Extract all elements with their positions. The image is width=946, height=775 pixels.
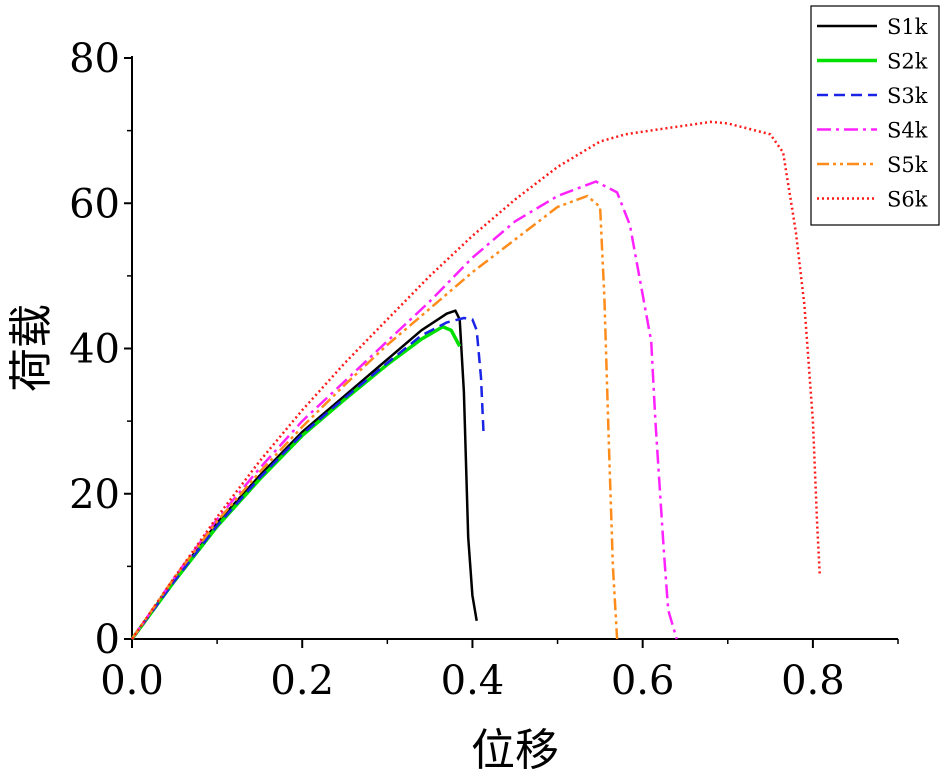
legend-label-s3k: S3k [887, 84, 928, 108]
y-tick-label: 40 [69, 327, 120, 373]
legend-label-s6k: S6k [887, 188, 928, 212]
series-line-s1k [130, 309, 478, 640]
y-tick-label: 80 [69, 36, 120, 82]
y-axis-title: 荷载 [6, 304, 57, 392]
series-line-s2k [130, 324, 462, 641]
series-layer [130, 120, 821, 641]
x-tick-label: 0.4 [441, 658, 505, 704]
axes: 0 20 40 60 80 0.0 0.2 0.4 0.6 0.8 [69, 36, 899, 704]
y-tick-label: 60 [69, 181, 120, 227]
legend-label-s4k: S4k [887, 119, 928, 143]
x-tick-label: 0.2 [270, 658, 334, 704]
x-tick-label: 0.0 [100, 658, 164, 704]
x-tick-label: 0.8 [781, 658, 845, 704]
legend-label-s2k: S2k [887, 50, 928, 74]
x-tick-label: 0.6 [611, 658, 675, 704]
legend-label-s1k: S1k [887, 15, 928, 39]
series-line-s6k [130, 120, 821, 640]
y-tick-label: 0 [95, 617, 120, 663]
legend-box [810, 5, 940, 226]
series-line-s3k [130, 316, 485, 640]
series-line-s4k [130, 180, 678, 640]
y-tick-label: 20 [69, 472, 120, 518]
x-axis-title: 位移 [471, 725, 559, 775]
series-line-s5k [130, 194, 619, 640]
legend: S1k S2k S3k S4k S5k S6k [810, 5, 940, 226]
legend-label-s5k: S5k [887, 153, 928, 177]
